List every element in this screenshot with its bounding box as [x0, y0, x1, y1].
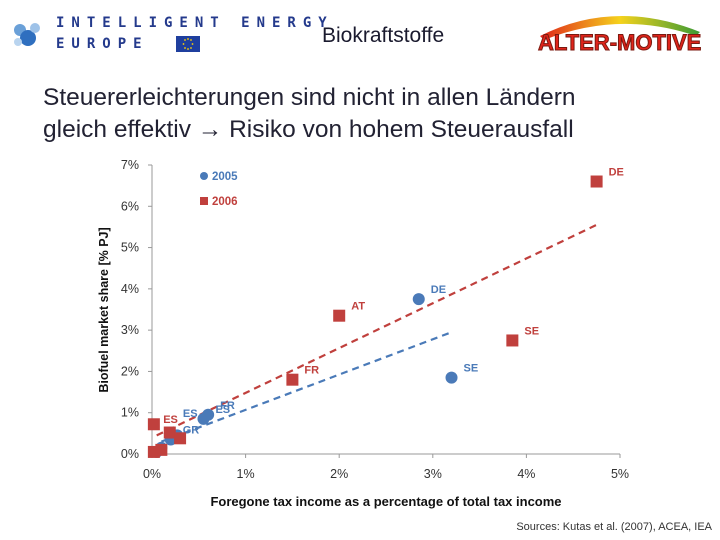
x-tick-label: 4% — [517, 467, 535, 481]
point-2005 — [412, 293, 425, 306]
y-tick-label: 5% — [121, 241, 139, 255]
point-label-2005: ES — [215, 404, 230, 416]
chart-trendlines — [156, 223, 598, 443]
point-2006 — [147, 418, 160, 431]
y-tick-label: 1% — [121, 406, 139, 420]
point-label-2005: ES — [183, 408, 198, 420]
x-tick-label: 2% — [330, 467, 348, 481]
point-2006 — [174, 432, 187, 445]
y-tick-label: 3% — [121, 323, 139, 337]
trendline-2006 — [156, 223, 598, 437]
point-label-2005: DE — [431, 284, 446, 296]
alter-motive-logo: ALTER-MOTIVE — [530, 6, 710, 60]
point-2005 — [202, 408, 215, 421]
y-tick-label: 0% — [121, 447, 139, 461]
y-tick-label: 4% — [121, 282, 139, 296]
point-2006 — [155, 443, 168, 456]
point-label-2006: DE — [609, 167, 624, 179]
point-label-2005: GR — [183, 425, 200, 437]
legend-marker-2005 — [200, 172, 208, 180]
legend-label-2006: 2006 — [212, 196, 238, 208]
x-axis-label: Foregone tax income as a percentage of t… — [210, 494, 561, 509]
logo-line1: INTELLIGENT ENERGY — [56, 15, 334, 31]
point-2005 — [445, 371, 458, 384]
y-tick-label: 6% — [121, 199, 139, 213]
legend-label-2005: 2005 — [212, 171, 238, 183]
chart-axes — [151, 165, 620, 455]
x-tick-label: 5% — [611, 467, 629, 481]
point-2006 — [333, 309, 346, 322]
header: INTELLIGENT ENERGY EUROPE Biokraftstoffe — [0, 0, 720, 62]
alter-motive-swoosh-icon — [540, 15, 700, 40]
point-2006 — [286, 373, 299, 386]
alter-motive-wordmark: ALTER-MOTIVE — [537, 30, 702, 56]
y-tick-label: 2% — [121, 364, 139, 378]
point-label-2006: SE — [524, 325, 539, 337]
ie-swirl-icon — [14, 23, 40, 46]
header-title: Biokraftstoffe — [322, 24, 445, 47]
trendline-2005 — [160, 331, 452, 443]
slide-subtitle: Steuererleichterungen sind nicht in alle… — [43, 82, 576, 146]
point-2006 — [163, 426, 176, 439]
point-2006 — [506, 334, 519, 347]
point-label-2006: ES — [163, 414, 178, 426]
legend-marker-2006 — [200, 197, 208, 205]
x-tick-label: 3% — [424, 467, 442, 481]
y-tick-label: 7% — [121, 158, 139, 172]
point-label-2006: AT — [351, 301, 365, 313]
point-label-2006: FR — [304, 365, 319, 377]
sources-note: Sources: Kutas et al. (2007), ACEA, IEA — [516, 521, 712, 533]
x-tick-label: 1% — [237, 467, 255, 481]
y-axis-label: Biofuel market share [% PJ] — [97, 227, 111, 392]
intelligent-energy-europe-logo: INTELLIGENT ENERGY EUROPE — [6, 12, 327, 56]
subtitle-line2: gleich effektiv → Risiko von hohem Steue… — [43, 116, 574, 143]
logo-line2: EUROPE — [56, 36, 149, 52]
subtitle-line1: Steuererleichterungen sind nicht in alle… — [43, 84, 576, 111]
point-label-2005: SE — [464, 363, 479, 375]
point-2006 — [590, 175, 603, 188]
point-label-2005: FR — [220, 400, 235, 412]
chart-ticks: 0% 1% 2% 3% 4% 5% 6% 7% 0% 1% 2% 3% 4% 5% — [121, 158, 629, 481]
eu-flag-icon — [176, 36, 200, 52]
chart-legend: 2005 2006 — [200, 171, 238, 208]
x-tick-label: 0% — [143, 467, 161, 481]
